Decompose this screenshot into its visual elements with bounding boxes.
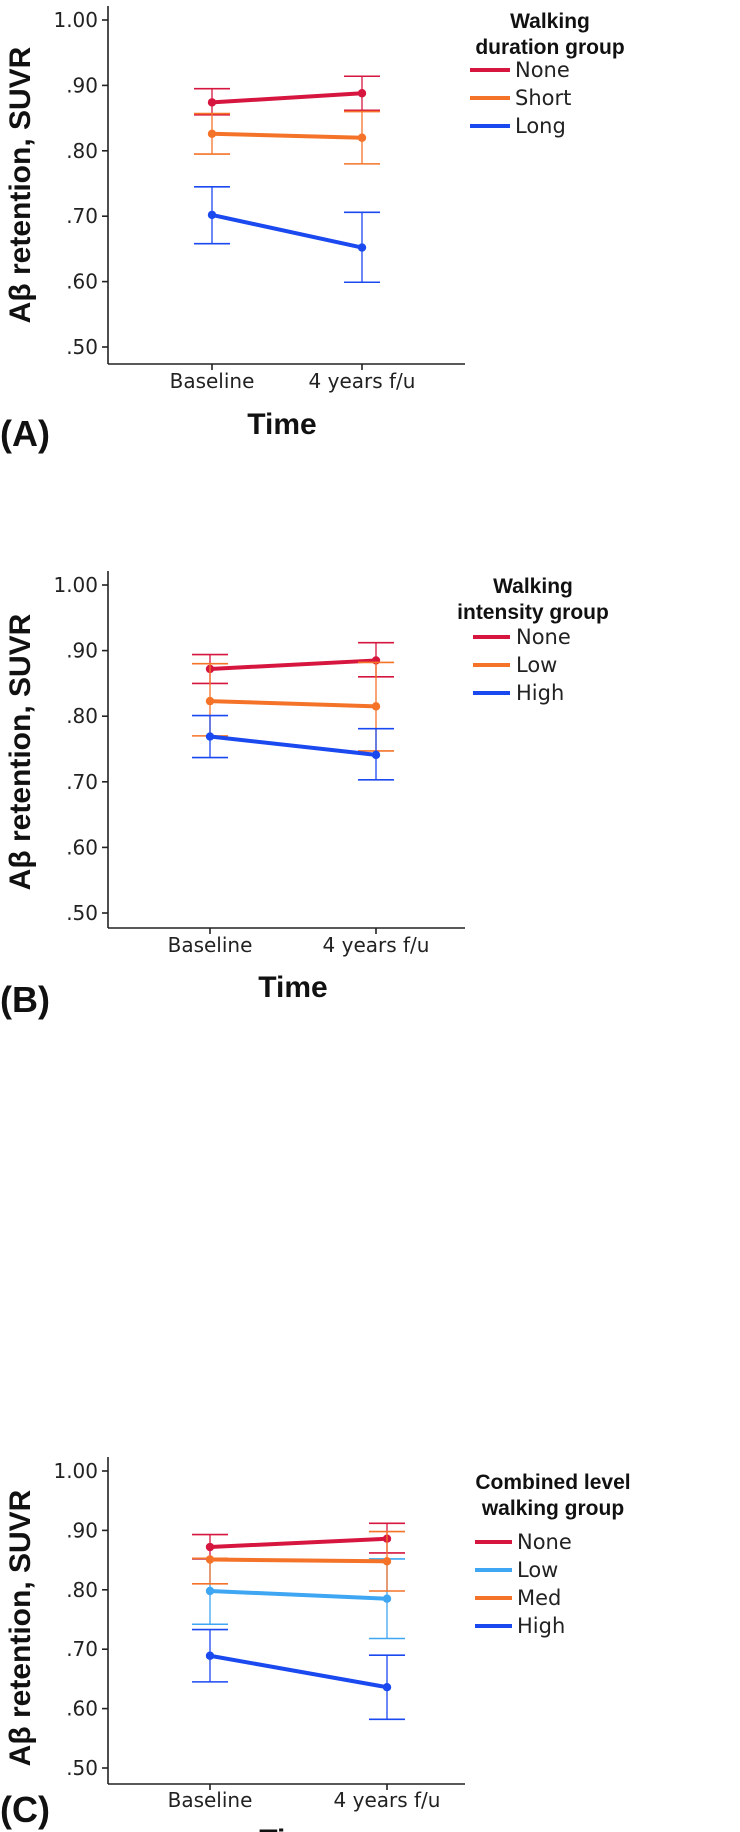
data-point <box>207 129 217 138</box>
y-tick-label: 1.00 <box>53 1459 98 1483</box>
y-tick-label: .50 <box>66 1756 98 1780</box>
data-point <box>205 1651 215 1660</box>
series-low <box>192 1557 405 1640</box>
x-tick-label: 4 years f/u <box>323 933 430 957</box>
chart-panel-c: .50 .60 .70 .80 .90 1.00 Baseline 4 years f/u Ti… <box>0 1457 631 1832</box>
series-long <box>194 185 380 284</box>
y-axis-title: Aβ retention, SUVR <box>4 46 37 323</box>
y-tick-label: .90 <box>66 639 98 663</box>
x-axis-title: Time <box>259 1824 328 1832</box>
series-line <box>208 699 378 709</box>
legend-title: walking group <box>481 1497 624 1520</box>
y-tick-label: .80 <box>66 1578 98 1602</box>
x-tick-label: Baseline <box>168 1788 253 1812</box>
legend: Combined level walking group None Low Med Hig… <box>475 1471 631 1638</box>
y-axis-title: Aβ retention, SUVR <box>4 1489 37 1766</box>
x-axis-title: Time <box>247 408 316 441</box>
series-line <box>210 91 364 105</box>
legend-item-label: None <box>515 58 570 82</box>
y-tick-label: .60 <box>66 835 98 859</box>
data-point <box>371 702 381 711</box>
series-line <box>208 1653 389 1690</box>
series-line <box>208 1557 389 1564</box>
legend-title: intensity group <box>457 601 609 624</box>
x-axis-title: Time <box>258 971 327 1004</box>
data-point <box>205 1542 215 1552</box>
y-tick-label: .70 <box>66 1637 98 1661</box>
data-point <box>207 98 217 107</box>
y-tick-label: .50 <box>66 901 98 925</box>
series-high <box>192 1628 405 1721</box>
data-point <box>371 750 381 760</box>
series-line <box>208 1588 389 1601</box>
chart-panel-b: .50 .60 .70 .80 .90 1.00 Baseline 4 years f/u Ti… <box>0 571 609 1020</box>
data-point <box>207 210 217 220</box>
series-line <box>208 734 378 757</box>
data-point <box>382 1557 392 1566</box>
data-point <box>382 1683 392 1692</box>
legend-item-label: None <box>516 625 571 649</box>
y-tick-label: .70 <box>66 204 98 228</box>
legend-item-label: Low <box>517 1558 558 1582</box>
y-tick-label: 1.00 <box>53 8 98 32</box>
series-line <box>208 1536 389 1550</box>
x-tick-label: 4 years f/u <box>334 1788 441 1812</box>
y-axis-title: Aβ retention, SUVR <box>4 613 37 890</box>
y-tick-label: .80 <box>66 139 98 163</box>
x-tick-label: Baseline <box>168 933 253 957</box>
panel-label: (A) <box>0 413 50 454</box>
data-point <box>357 89 367 98</box>
data-point <box>205 1586 215 1596</box>
y-tick-label: .60 <box>66 270 98 294</box>
chart-panel-a: .50 .60 .70 .80 .90 1.00 Baseline 4 years f/u Ti… <box>0 6 625 454</box>
series-short <box>194 110 380 165</box>
data-point <box>357 133 367 142</box>
series-line <box>210 212 364 250</box>
series-line <box>208 658 378 671</box>
legend-item-label: Med <box>517 1586 561 1610</box>
y-tick-label: .50 <box>66 335 98 359</box>
data-point <box>382 1594 392 1603</box>
legend-title: duration group <box>475 36 624 59</box>
legend-title: Combined level <box>475 1471 630 1494</box>
panel-label: (B) <box>0 979 50 1020</box>
x-tick-label: 4 years f/u <box>309 369 416 393</box>
data-point <box>357 243 367 252</box>
legend-title: Walking <box>493 575 573 598</box>
data-point <box>205 1555 215 1564</box>
legend-item-label: Short <box>515 86 571 110</box>
y-tick-label: .60 <box>66 1697 98 1721</box>
legend-item-label: Low <box>516 653 557 677</box>
y-tick-label: .80 <box>66 704 98 728</box>
y-tick-label: .90 <box>66 73 98 97</box>
series-med <box>192 1530 405 1592</box>
x-tick-label: Baseline <box>170 369 255 393</box>
y-tick-label: .90 <box>66 1518 98 1542</box>
data-point <box>205 696 215 706</box>
legend-item-label: High <box>517 1614 565 1638</box>
legend-item-label: High <box>516 681 564 705</box>
panel-label: (C) <box>0 1789 50 1830</box>
series-none <box>192 1522 405 1560</box>
series-line <box>210 131 364 140</box>
y-tick-label: .70 <box>66 770 98 794</box>
series-none <box>194 75 380 116</box>
series-high <box>192 714 394 781</box>
legend-title: Walking <box>510 10 590 33</box>
y-tick-label: 1.00 <box>53 573 98 597</box>
legend-item-label: None <box>517 1530 572 1554</box>
data-point <box>205 732 215 741</box>
legend-item-label: Long <box>515 114 566 138</box>
